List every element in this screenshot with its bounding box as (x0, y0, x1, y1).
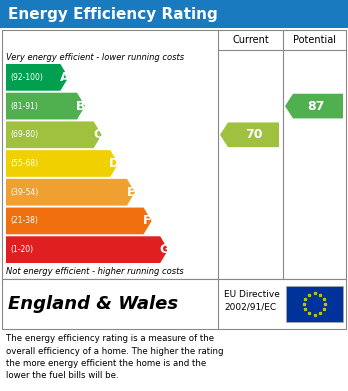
Bar (2, 279, 346, 329)
Polygon shape (6, 64, 69, 91)
Text: Energy Efficiency Rating: Energy Efficiency Rating (8, 7, 218, 22)
Text: 87: 87 (307, 100, 324, 113)
Text: Very energy efficient - lower running costs: Very energy efficient - lower running co… (6, 53, 184, 62)
Text: the more energy efficient the home is and the: the more energy efficient the home is an… (6, 359, 206, 368)
Text: (92-100): (92-100) (10, 73, 43, 82)
Text: (39-54): (39-54) (10, 188, 38, 197)
Polygon shape (6, 122, 102, 148)
Text: EU Directive
2002/91/EC: EU Directive 2002/91/EC (224, 290, 280, 312)
Polygon shape (220, 122, 279, 147)
Text: A: A (60, 71, 69, 84)
Polygon shape (6, 236, 168, 263)
Text: (55-68): (55-68) (10, 159, 38, 168)
Polygon shape (285, 94, 343, 118)
Text: (69-80): (69-80) (10, 130, 38, 139)
Text: D: D (109, 157, 119, 170)
Text: England & Wales: England & Wales (8, 295, 178, 313)
Text: Not energy efficient - higher running costs: Not energy efficient - higher running co… (6, 267, 184, 276)
Text: The energy efficiency rating is a measure of the: The energy efficiency rating is a measur… (6, 334, 214, 343)
Bar (2, 30, 346, 279)
Text: (21-38): (21-38) (10, 217, 38, 226)
Text: B: B (76, 100, 86, 113)
Text: G: G (159, 243, 169, 256)
Text: Potential: Potential (293, 35, 336, 45)
Polygon shape (6, 93, 85, 119)
Polygon shape (6, 179, 135, 206)
Text: F: F (143, 214, 152, 228)
Text: Current: Current (232, 35, 269, 45)
Text: (81-91): (81-91) (10, 102, 38, 111)
Text: (1-20): (1-20) (10, 245, 33, 254)
Text: lower the fuel bills will be.: lower the fuel bills will be. (6, 371, 119, 380)
Polygon shape (6, 150, 118, 177)
Text: E: E (127, 186, 135, 199)
Text: 70: 70 (245, 128, 262, 141)
Bar (286, 286, 343, 322)
Polygon shape (6, 208, 152, 234)
Text: overall efficiency of a home. The higher the rating: overall efficiency of a home. The higher… (6, 346, 223, 355)
Bar (0, 0, 348, 28)
Text: C: C (93, 128, 102, 141)
